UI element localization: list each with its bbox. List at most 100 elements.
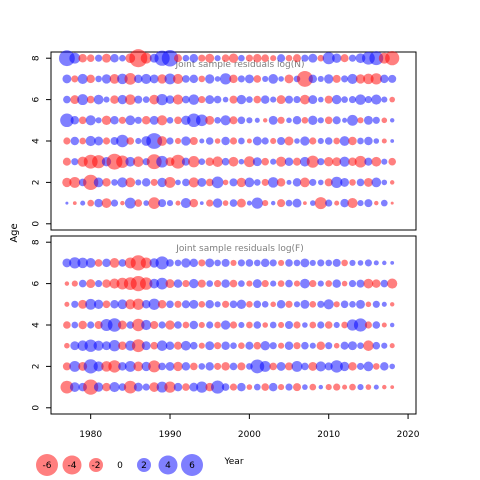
- residual-bubble: [238, 342, 245, 350]
- residual-bubble: [166, 300, 174, 309]
- residual-bubble: [60, 380, 74, 394]
- residual-bubble: [340, 54, 349, 63]
- residual-bubble: [261, 383, 270, 391]
- residual-bubble: [325, 280, 333, 287]
- residual-bubble: [370, 73, 382, 85]
- residual-bubble: [165, 341, 175, 350]
- residual-bubble: [157, 115, 168, 126]
- residual-bubble: [72, 201, 77, 205]
- residual-bubble: [364, 321, 372, 329]
- residual-bubble: [324, 116, 333, 125]
- residual-bubble: [86, 95, 95, 104]
- residual-bubble: [181, 157, 190, 166]
- residual-bubble: [381, 301, 387, 307]
- residual-bubble: [80, 200, 86, 206]
- residual-bubble: [382, 260, 387, 266]
- residual-bubble: [390, 385, 395, 389]
- residual-bubble: [308, 95, 318, 105]
- residual-bubble: [213, 95, 222, 104]
- residual-bubble: [214, 55, 221, 62]
- residual-bubble: [349, 179, 356, 186]
- residual-bubble: [371, 177, 382, 188]
- residual-bubble: [389, 343, 395, 349]
- residual-bubble: [117, 73, 128, 85]
- residual-bubble: [131, 339, 145, 353]
- residual-bubble: [277, 280, 285, 287]
- residual-bubble: [124, 73, 137, 85]
- residual-bubble: [148, 360, 161, 373]
- residual-bubble: [149, 382, 160, 392]
- residual-bubble: [300, 258, 310, 268]
- residual-bubble: [356, 279, 365, 288]
- residual-bubble: [140, 52, 152, 64]
- residual-bubble: [198, 321, 205, 329]
- panel-log-n: Joint sample residuals log(N) 0 2 4 6 8: [32, 49, 417, 231]
- residual-bubble: [78, 299, 88, 309]
- residual-bubble: [363, 73, 374, 85]
- residual-bubble: [117, 94, 128, 105]
- residual-bubble: [373, 384, 379, 390]
- residual-bubble: [95, 75, 102, 83]
- residual-bubble: [150, 341, 158, 350]
- residual-bubble: [182, 383, 190, 391]
- residual-bubble: [363, 340, 374, 351]
- residual-bubble: [120, 200, 125, 206]
- residual-bubble: [293, 342, 301, 350]
- residual-bubble: [365, 384, 372, 390]
- residual-bubble: [354, 155, 367, 168]
- residual-bubble: [189, 198, 199, 208]
- residual-bubble: [348, 54, 357, 62]
- residual-bubble: [94, 198, 103, 208]
- residual-bubble: [85, 135, 96, 147]
- residual-bubble: [286, 179, 292, 185]
- residual-bubble: [267, 177, 279, 188]
- residual-bubble: [157, 74, 167, 84]
- residual-bubble: [303, 201, 307, 205]
- residual-bubble: [221, 136, 230, 146]
- residual-bubble: [221, 362, 230, 371]
- residual-bubble: [260, 258, 270, 268]
- residual-bubble: [253, 179, 261, 186]
- residual-bubble: [101, 198, 112, 208]
- residual-bubble: [302, 322, 308, 328]
- residual-bubble: [308, 115, 318, 125]
- residual-bubble: [110, 300, 119, 309]
- residual-bubble: [324, 95, 333, 104]
- residual-bubble: [293, 96, 301, 104]
- residual-bubble: [261, 300, 269, 308]
- residual-bubble: [333, 137, 341, 145]
- residual-bubble: [132, 298, 144, 310]
- residual-bubble: [262, 118, 268, 123]
- residual-bubble: [380, 362, 389, 371]
- legend-bubble: [181, 454, 203, 476]
- residual-bubble: [236, 94, 247, 105]
- residual-bubble: [270, 96, 277, 103]
- residual-bubble: [78, 279, 87, 288]
- residual-bubble: [324, 157, 334, 167]
- residual-bubble: [372, 279, 381, 288]
- residual-bubble: [348, 341, 357, 351]
- residual-bubble: [125, 299, 136, 310]
- residual-bubble: [79, 137, 87, 145]
- residual-bubble: [205, 300, 214, 309]
- residual-bubble: [102, 178, 111, 187]
- residual-bubble: [139, 277, 153, 290]
- residual-bubble: [78, 116, 87, 125]
- residual-bubble: [268, 382, 278, 392]
- y-tick-label: 0: [32, 221, 42, 227]
- residual-bubble: [262, 322, 269, 328]
- residual-bubble: [238, 158, 245, 165]
- residual-bubble: [389, 302, 395, 307]
- residual-bubble: [356, 299, 365, 309]
- residual-bubble: [94, 320, 103, 330]
- residual-bubble: [189, 320, 199, 330]
- residual-bubble: [260, 95, 270, 104]
- residual-bubble: [70, 136, 80, 146]
- residual-bubble: [339, 156, 350, 167]
- residual-bubble: [269, 342, 277, 350]
- residual-bubble: [270, 200, 276, 206]
- residual-bubble: [323, 299, 334, 310]
- residual-bubble: [315, 361, 326, 372]
- residual-bubble: [347, 198, 358, 209]
- residual-bubble: [125, 115, 136, 126]
